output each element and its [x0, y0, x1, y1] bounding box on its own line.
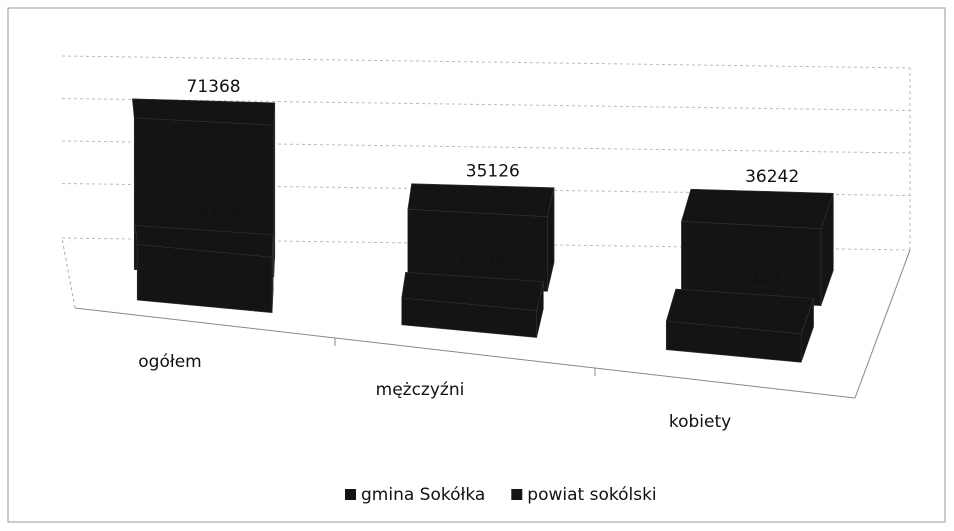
data-label: 12706: [457, 253, 511, 273]
data-label: 13442: [728, 270, 782, 290]
x-axis: [74, 307, 856, 399]
x-tick-label: kobiety: [669, 412, 731, 432]
bar: [665, 288, 814, 363]
floor-edge: [854, 249, 911, 399]
legend-marker: [511, 489, 523, 500]
x-tick-label: mężczyźni: [376, 380, 465, 400]
data-label: 35126: [466, 162, 520, 182]
bar: [407, 183, 555, 292]
bar-top: [132, 98, 276, 126]
bar-top: [401, 271, 544, 311]
bar-top: [135, 225, 274, 258]
bar-top: [407, 183, 555, 217]
bar: [135, 225, 274, 314]
legend-label: gmina Sokółka: [361, 485, 485, 505]
bar-top: [681, 188, 834, 229]
bar: [681, 188, 834, 306]
x-tick-label: ogółem: [138, 352, 201, 372]
bar-top: [665, 288, 814, 335]
bar: [401, 271, 544, 338]
data-label: 71368: [187, 77, 241, 97]
data-label: 26148: [187, 206, 241, 226]
data-label: 36242: [745, 167, 799, 187]
legend-label: powiat sokólski: [527, 485, 656, 505]
legend-marker: [345, 489, 356, 500]
